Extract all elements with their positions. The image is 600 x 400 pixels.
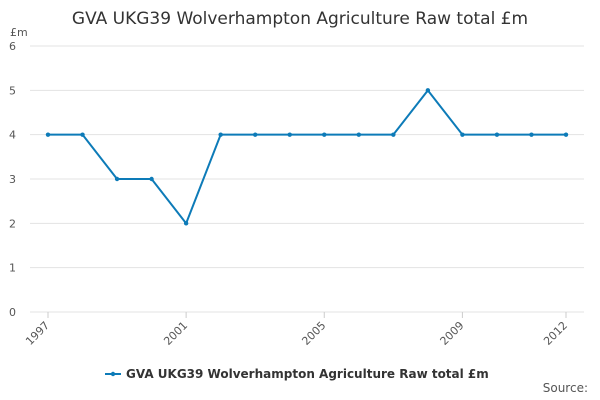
y-tick-label: 6	[9, 40, 16, 53]
point	[45, 132, 51, 137]
series-line	[48, 88, 566, 226]
point	[494, 132, 500, 137]
source: Source:	[543, 381, 588, 395]
point	[253, 132, 258, 137]
y-tick-label: 4	[9, 129, 16, 142]
y-tick-label: 1	[9, 262, 16, 275]
legend-swatch-point	[110, 371, 116, 377]
x-tick-label: 2009	[438, 319, 467, 348]
point	[425, 88, 431, 93]
x-tick-label: 2001	[161, 319, 190, 348]
legend-label: GVA UKG39 Wolverhampton Agriculture Raw …	[126, 367, 489, 381]
point	[563, 132, 569, 137]
y-tick-label: 0	[9, 306, 16, 319]
point	[460, 132, 465, 137]
point	[529, 132, 534, 137]
chart-title: GVA UKG39 Wolverhampton Agriculture Raw …	[72, 9, 528, 29]
y-tick-label: 2	[9, 217, 16, 230]
point	[287, 132, 292, 137]
point	[218, 132, 223, 137]
point	[149, 176, 154, 182]
point	[80, 132, 85, 137]
point	[322, 132, 327, 137]
y-tick-label: 3	[9, 173, 16, 186]
x-tick-label: 2005	[299, 319, 328, 348]
point	[114, 176, 120, 182]
point	[183, 221, 189, 226]
x-tick-label: 2012	[541, 319, 570, 348]
point	[391, 132, 396, 137]
point	[356, 132, 361, 137]
y-tick-label: 5	[9, 84, 16, 97]
x-tick-label: 1997	[23, 319, 52, 348]
y-axis-label: £m	[10, 26, 28, 39]
